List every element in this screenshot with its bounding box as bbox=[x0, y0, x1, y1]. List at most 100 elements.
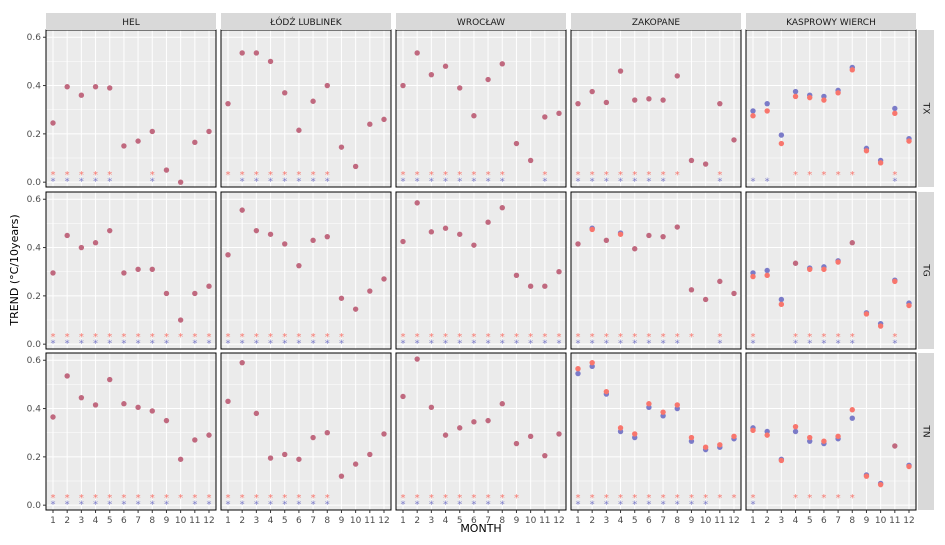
x-tick-label: 5 bbox=[457, 516, 463, 526]
data-point-red bbox=[674, 402, 680, 408]
sig-marker-red: * bbox=[121, 332, 126, 343]
data-point bbox=[400, 393, 406, 400]
sig-marker-blue: * bbox=[675, 339, 680, 350]
panel-border bbox=[745, 191, 917, 350]
sig-marker-red: * bbox=[675, 332, 680, 343]
data-point bbox=[92, 402, 99, 408]
panel-tx-hel: ************ bbox=[45, 29, 217, 188]
x-tick-label: 12 bbox=[553, 516, 564, 526]
data-point bbox=[617, 68, 624, 74]
sig-marker-red: * bbox=[500, 332, 505, 343]
data-point bbox=[575, 241, 581, 247]
sig-marker-red: * bbox=[618, 332, 623, 343]
sig-marker-red: * bbox=[850, 170, 855, 181]
sig-marker-red: * bbox=[717, 332, 722, 343]
data-point bbox=[513, 272, 520, 279]
panel-border bbox=[220, 352, 392, 511]
sig-marker-red: * bbox=[661, 332, 666, 343]
data-point bbox=[457, 85, 463, 91]
data-point-red bbox=[778, 140, 785, 147]
sig-marker-red: * bbox=[807, 170, 812, 181]
data-point-red bbox=[778, 457, 785, 464]
sig-marker-blue: * bbox=[268, 500, 273, 511]
data-point-red bbox=[764, 108, 770, 114]
panel-tg-wroclaw: ************************ bbox=[395, 191, 567, 350]
sig-marker-blue: * bbox=[93, 339, 98, 350]
y-tick-label: 0.6 bbox=[27, 195, 42, 205]
data-point bbox=[324, 233, 330, 240]
sig-marker-blue: * bbox=[557, 339, 562, 350]
data-point bbox=[688, 157, 695, 164]
data-point-blue bbox=[792, 428, 799, 435]
sig-marker-blue: * bbox=[443, 500, 448, 511]
strip-hel: HEL bbox=[46, 13, 216, 30]
sig-marker-red: * bbox=[604, 332, 609, 343]
data-point bbox=[688, 287, 695, 293]
x-tick-label: 10 bbox=[175, 516, 187, 526]
data-point-red bbox=[717, 442, 723, 448]
sig-marker-red: * bbox=[192, 493, 197, 504]
x-tick-label: 1 bbox=[225, 516, 231, 526]
panel-border bbox=[570, 191, 742, 350]
strip-label: ŁÓDŹ LUBLINEK bbox=[269, 16, 343, 28]
sig-marker-blue: * bbox=[325, 500, 330, 511]
data-point-red bbox=[750, 113, 756, 119]
x-tick-label: 10 bbox=[700, 516, 712, 526]
data-point bbox=[381, 116, 387, 123]
x-tick-label: 10 bbox=[525, 516, 537, 526]
sig-marker-red: * bbox=[590, 332, 595, 343]
sig-marker-red: * bbox=[311, 332, 316, 343]
sig-marker-red: * bbox=[807, 493, 812, 504]
data-point bbox=[660, 97, 666, 103]
sig-marker-red: * bbox=[457, 170, 462, 181]
panel-border bbox=[45, 191, 217, 350]
data-point-red bbox=[589, 226, 595, 233]
data-point bbox=[428, 71, 435, 78]
x-tick-label: 9 bbox=[339, 516, 345, 526]
sig-marker-red: * bbox=[311, 170, 316, 181]
sig-marker-blue: * bbox=[207, 339, 212, 350]
data-point bbox=[381, 276, 387, 282]
data-point bbox=[296, 262, 302, 269]
data-point-red bbox=[892, 110, 898, 117]
data-point bbox=[731, 290, 737, 297]
data-point bbox=[457, 425, 463, 431]
data-point-red bbox=[877, 160, 884, 166]
data-point bbox=[527, 283, 534, 289]
sig-marker-red: * bbox=[717, 170, 722, 181]
sig-marker-red: * bbox=[325, 332, 330, 343]
sig-marker-red: * bbox=[793, 493, 798, 504]
data-point-red bbox=[835, 433, 841, 440]
data-point-red bbox=[835, 90, 841, 96]
x-tick-label: 6 bbox=[121, 516, 127, 526]
data-point bbox=[352, 461, 359, 467]
sig-marker-blue: * bbox=[268, 177, 273, 188]
sig-marker-blue: * bbox=[164, 500, 169, 511]
x-tick-label: 2 bbox=[64, 516, 70, 526]
y-tick-label: 0.0 bbox=[27, 340, 42, 350]
sig-marker-blue: * bbox=[892, 177, 897, 188]
sig-marker-red: * bbox=[576, 170, 581, 181]
sig-marker-red: * bbox=[514, 332, 519, 343]
sig-marker-red: * bbox=[107, 493, 112, 504]
sig-marker-red: * bbox=[65, 332, 70, 343]
sig-marker-red: * bbox=[415, 170, 420, 181]
data-point bbox=[792, 260, 799, 266]
data-point bbox=[731, 137, 737, 143]
sig-marker-blue: * bbox=[618, 500, 623, 511]
sig-marker-red: * bbox=[443, 332, 448, 343]
data-point bbox=[400, 238, 406, 245]
data-point-blue bbox=[778, 132, 785, 138]
x-tick-label: 7 bbox=[835, 516, 841, 526]
data-point bbox=[603, 99, 610, 106]
sig-marker-blue: * bbox=[590, 339, 595, 350]
strip-label: ZAKOPANE bbox=[632, 18, 681, 28]
data-point-red bbox=[660, 409, 666, 415]
data-point bbox=[367, 121, 373, 127]
sig-marker-blue: * bbox=[415, 500, 420, 511]
sig-marker-red: * bbox=[282, 493, 287, 504]
sig-marker-red: * bbox=[457, 493, 462, 504]
sig-marker-blue: * bbox=[51, 339, 56, 350]
sig-marker-red: * bbox=[415, 493, 420, 504]
sig-marker-red: * bbox=[282, 170, 287, 181]
